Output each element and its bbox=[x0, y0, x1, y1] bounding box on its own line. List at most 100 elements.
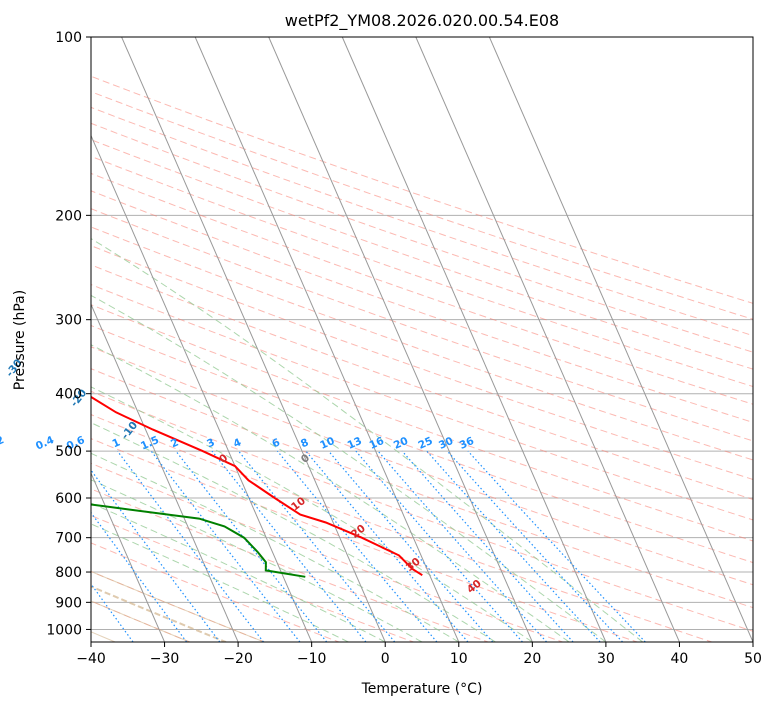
dry-adiabat-label: 30 bbox=[404, 556, 423, 574]
isotherm-line bbox=[91, 303, 239, 642]
isotherm-line bbox=[488, 37, 753, 642]
isotherm-line bbox=[121, 37, 386, 642]
mixing-ratio-label: 3 bbox=[205, 436, 217, 450]
tan-curve bbox=[91, 585, 227, 642]
x-tick-label: −10 bbox=[297, 651, 327, 667]
mixing-ratio-line bbox=[91, 582, 134, 642]
dry-adiabat-line bbox=[91, 139, 753, 370]
dry-adiabat-line bbox=[91, 414, 712, 642]
y-axis-label: Pressure (hPa) bbox=[12, 290, 28, 390]
x-tick-label: 20 bbox=[523, 651, 541, 667]
moist-adiabat-line bbox=[91, 294, 607, 642]
dewpoint-profile-line bbox=[91, 503, 306, 578]
dry-adiabat-line bbox=[91, 208, 753, 442]
mixing-ratio-label: 0.4 bbox=[34, 434, 56, 453]
freezing-level-label: 0 bbox=[299, 452, 312, 466]
dry-adiabat-line bbox=[91, 462, 563, 642]
dry-adiabat-line bbox=[91, 264, 753, 500]
dry-adiabat-line bbox=[91, 283, 753, 521]
mixing-ratio-label: 20 bbox=[392, 435, 410, 452]
moist-adiabat-line bbox=[91, 502, 386, 642]
y-tick-label: 700 bbox=[55, 531, 82, 547]
mixing-ratio-line bbox=[175, 450, 328, 642]
temperature-profile-line bbox=[91, 395, 423, 577]
mixing-ratio-label: 1.5 bbox=[139, 434, 161, 453]
moist-adiabat-line bbox=[91, 238, 643, 642]
y-axis-ticks: 100 200 300 400 500 600 700 800 900 1000 bbox=[46, 30, 91, 638]
isotherm-line bbox=[91, 134, 313, 642]
mixing-ratio-label: 36 bbox=[458, 435, 476, 452]
background-lines bbox=[91, 37, 753, 642]
mixing-ratio-label: 25 bbox=[416, 435, 434, 452]
y-tick-label: 100 bbox=[55, 30, 82, 46]
isotherm-line bbox=[194, 37, 460, 642]
moist-adiabat-line bbox=[91, 452, 460, 642]
y-tick-label: 400 bbox=[55, 387, 82, 403]
isotherm-line bbox=[415, 37, 680, 642]
y-tick-label: 800 bbox=[55, 565, 82, 581]
mixing-ratio-label: 8 bbox=[299, 436, 311, 450]
mixing-ratio-line bbox=[467, 450, 646, 642]
x-tick-label: −20 bbox=[223, 651, 253, 667]
mixing-ratio-label: 30 bbox=[437, 435, 455, 452]
mixing-ratio-line bbox=[238, 450, 396, 642]
mixing-ratio-label: 10 bbox=[318, 435, 336, 452]
dry-adiabat-line bbox=[91, 346, 753, 586]
mixing-ratio-line bbox=[377, 450, 548, 642]
mixing-ratio-line bbox=[211, 450, 367, 642]
y-tick-label: 300 bbox=[55, 313, 82, 329]
y-tick-label: 1000 bbox=[46, 622, 82, 638]
moist-adiabat-line bbox=[91, 523, 349, 642]
mixing-ratio-line bbox=[355, 450, 523, 642]
dry-adiabat-line bbox=[91, 155, 753, 388]
x-axis-ticks: −40 −30 −20 −10 0 10 20 30 40 50 bbox=[76, 642, 762, 667]
moist-adiabat-line bbox=[91, 344, 570, 642]
y-tick-label: 500 bbox=[55, 444, 82, 460]
mixing-ratio-label: 13 bbox=[346, 435, 364, 452]
y-tick-label: 600 bbox=[55, 491, 82, 507]
mixing-ratio-label: 0.2 bbox=[0, 434, 6, 453]
x-axis-label: Temperature (°C) bbox=[361, 681, 483, 697]
mixing-ratio-line bbox=[276, 450, 438, 642]
x-tick-label: −30 bbox=[150, 651, 180, 667]
x-tick-label: −40 bbox=[76, 651, 106, 667]
dry-adiabat-line bbox=[91, 438, 638, 642]
dry-adiabat-line bbox=[91, 172, 753, 405]
mixing-ratio-line bbox=[91, 469, 221, 642]
x-tick-label: 0 bbox=[381, 651, 390, 667]
mixing-ratio-label: 6 bbox=[270, 436, 282, 450]
mixing-ratio-label: 4 bbox=[232, 436, 244, 450]
dry-adiabat-line bbox=[91, 514, 414, 642]
mixing-ratio-label: 2 bbox=[169, 436, 181, 450]
mixing-ratio-line bbox=[117, 450, 264, 642]
dry-adiabat-line bbox=[91, 368, 753, 609]
y-tick-label: 900 bbox=[55, 595, 82, 611]
mixing-ratio-line bbox=[91, 511, 188, 642]
x-tick-label: 30 bbox=[597, 651, 615, 667]
dry-adiabat-line bbox=[91, 570, 265, 642]
dry-adiabat-line bbox=[91, 106, 753, 337]
dry-adiabat-solid-line bbox=[91, 570, 265, 642]
mixing-ratio-line bbox=[426, 450, 601, 642]
dry-adiabat-line bbox=[91, 226, 753, 461]
dry-adiabat-line bbox=[91, 91, 753, 320]
mixing-ratio-label: 1 bbox=[110, 436, 122, 450]
mixing-ratio-label: 16 bbox=[368, 435, 386, 452]
isotherm-line bbox=[91, 471, 166, 642]
mixing-ratio-line bbox=[401, 450, 574, 642]
moist-adiabat-line bbox=[91, 386, 533, 642]
mixing-ratio-line bbox=[328, 450, 494, 642]
x-tick-label: 50 bbox=[744, 651, 762, 667]
plot-frame bbox=[90, 36, 754, 643]
plot-area: 0.10.20.40.611.52346810131620253036-100-… bbox=[0, 37, 753, 642]
x-tick-label: 40 bbox=[671, 651, 689, 667]
x-tick-label: 10 bbox=[450, 651, 468, 667]
mixing-ratio-line bbox=[446, 450, 624, 642]
profile-lines bbox=[91, 395, 423, 578]
moist-adiabat-line bbox=[91, 479, 423, 642]
y-tick-label: 200 bbox=[55, 208, 82, 224]
isotherm-line bbox=[268, 37, 533, 642]
dry-adiabat-line bbox=[91, 542, 340, 642]
dry-adiabat-label: 40 bbox=[465, 578, 484, 596]
